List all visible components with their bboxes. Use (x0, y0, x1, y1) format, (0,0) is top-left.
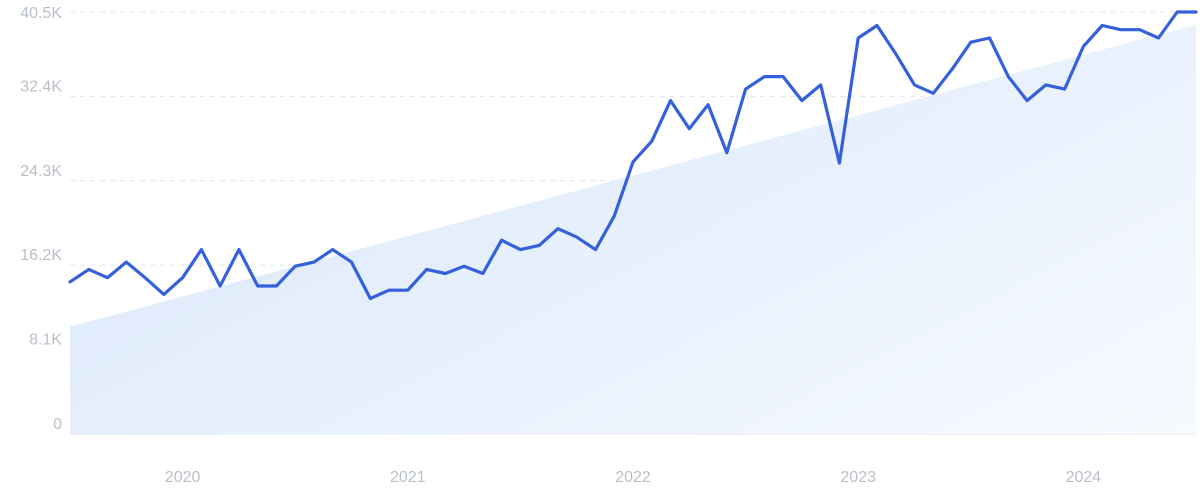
y-tick-label: 24.3K (20, 163, 62, 180)
trend-area (70, 24, 1196, 435)
y-axis-labels: 0 8.1K 16.2K 24.3K 32.4K 40.5K (20, 5, 62, 433)
series-line (68, 10, 1198, 301)
x-tick-label: 2022 (615, 469, 651, 486)
x-tick-label: 2023 (840, 469, 876, 486)
x-tick-label: 2020 (165, 469, 201, 486)
y-tick-label: 40.5K (20, 5, 62, 22)
trend-area-fill (70, 24, 1196, 435)
y-tick-label: 8.1K (29, 332, 62, 349)
y-tick-label: 32.4K (20, 78, 62, 95)
series-line-group (68, 10, 1198, 301)
y-tick-label: 0 (53, 416, 62, 433)
x-tick-label: 2021 (390, 469, 426, 486)
y-tick-label: 16.2K (20, 247, 62, 264)
x-tick-label: 2024 (1066, 469, 1102, 486)
x-axis-labels: 2020 2021 2022 2023 2024 (165, 469, 1101, 486)
